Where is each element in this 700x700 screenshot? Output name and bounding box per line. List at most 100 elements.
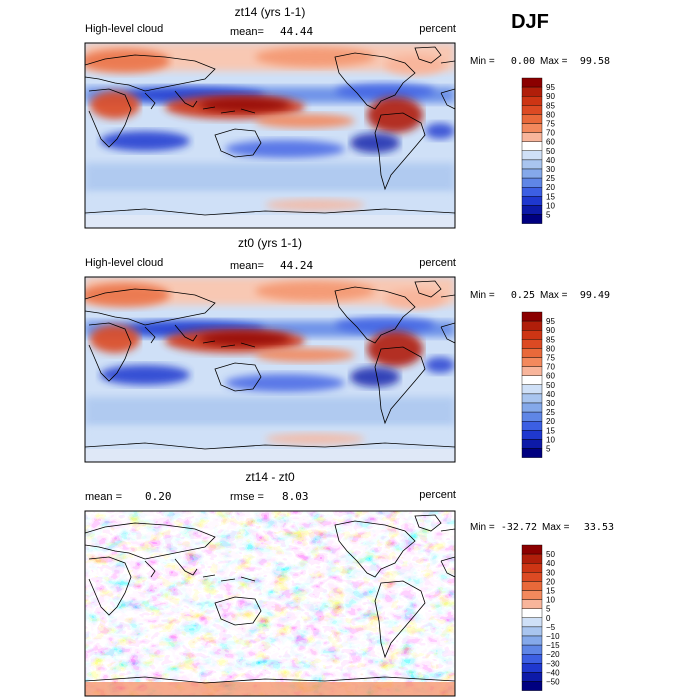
- panel-3-min-value: -32.72: [501, 522, 537, 533]
- panel-1-title: zt14 (yrs 1-1): [235, 5, 306, 19]
- colorbar-swatch: [521, 572, 543, 582]
- colorbar-swatch: [521, 114, 543, 124]
- colorbar-tick-label: 10: [546, 201, 555, 210]
- colorbar-tick-label: 90: [546, 92, 555, 101]
- panel-1-map: [85, 43, 455, 228]
- colorbar-tick-label: 40: [546, 559, 555, 568]
- colorbar-tick-label: 60: [546, 372, 555, 381]
- colorbar-tick-label: 15: [546, 426, 555, 435]
- season-label: DJF: [511, 11, 549, 33]
- colorbar-swatch: [521, 95, 543, 106]
- panel-3-mean-label: mean =: [85, 491, 122, 503]
- colorbar-swatch: [521, 384, 543, 395]
- colorbar-tick-label: 70: [546, 129, 555, 138]
- colorbar-tick-label: 0: [546, 614, 551, 623]
- colorbar-tick-label: −20: [546, 650, 560, 659]
- panel-3-min-label: Min =: [470, 522, 495, 533]
- colorbar-swatch: [521, 311, 543, 322]
- colorbar-tick-label: 30: [546, 399, 555, 408]
- panel-2-field: High-level cloud: [85, 257, 163, 269]
- panel-3-units: percent: [419, 489, 456, 501]
- colorbar-tick-label: 70: [546, 363, 555, 372]
- colorbar-tick-label: 5: [546, 211, 551, 220]
- colorbar-tick-label: 20: [546, 417, 555, 426]
- panel-1-mean-value: 44.44: [280, 25, 313, 38]
- colorbar-swatch: [521, 448, 543, 458]
- colorbar-swatch: [521, 635, 543, 646]
- colorbar-swatch: [521, 375, 543, 386]
- colorbar-swatch: [521, 123, 543, 133]
- colorbar-tick-label: −15: [546, 641, 560, 650]
- colorbar-swatch: [521, 105, 543, 115]
- colorbar-swatch: [521, 196, 543, 206]
- colorbar-swatch: [521, 320, 543, 331]
- colorbar-tick-label: −40: [546, 668, 560, 677]
- colorbar-tick-label: 75: [546, 120, 555, 129]
- colorbar-tick-label: 30: [546, 568, 555, 577]
- colorbar-tick-label: 5: [546, 605, 551, 614]
- colorbar-swatch: [521, 77, 543, 88]
- colorbar-swatch: [521, 553, 543, 564]
- colorbar-swatch: [521, 544, 543, 555]
- panel-1-max-label: Max =: [540, 56, 568, 67]
- panel-2-title: zt0 (yrs 1-1): [238, 236, 302, 250]
- colorbar-tick-label: 85: [546, 335, 555, 344]
- colorbar-tick-label: 50: [546, 550, 555, 559]
- colorbar-tick-label: 90: [546, 326, 555, 335]
- colorbar-swatch: [521, 150, 543, 161]
- colorbar-tick-label: 10: [546, 596, 555, 605]
- colorbar-tick-label: 25: [546, 408, 555, 417]
- panel-3-max-value: 33.53: [584, 522, 614, 533]
- panel-3-mean-value: 0.20: [145, 490, 172, 503]
- colorbar-swatch: [521, 132, 543, 142]
- colorbar-swatch: [521, 599, 543, 609]
- colorbar-tick-label: 20: [546, 183, 555, 192]
- colorbar-swatch: [521, 357, 543, 367]
- colorbar-swatch: [521, 214, 543, 224]
- panel-3: zt14 - zt0 mean = 0.20 rmse = 8.03 perce…: [84, 470, 614, 697]
- panel-3-rmse-label: rmse =: [230, 491, 264, 503]
- colorbar-tick-label: 30: [546, 165, 555, 174]
- panel-2-min-value: 0.25: [511, 290, 535, 301]
- colorbar-swatch: [521, 617, 543, 628]
- colorbar-swatch: [521, 168, 543, 179]
- colorbar-tick-label: 95: [546, 317, 555, 326]
- colorbar-swatch: [521, 672, 543, 682]
- panel-3-map: [85, 511, 455, 696]
- colorbar-tick-label: 40: [546, 156, 555, 165]
- panel-2-min-label: Min =: [470, 290, 495, 301]
- colorbar-swatch: [521, 186, 543, 197]
- colorbar-swatch: [521, 348, 543, 358]
- colorbar-swatch: [521, 366, 543, 376]
- panel-1-units: percent: [419, 23, 456, 35]
- panel-1-max-value: 99.58: [580, 56, 610, 67]
- panel-2-mean-value: 44.24: [280, 259, 313, 272]
- colorbar-tick-label: 95: [546, 83, 555, 92]
- colorbar-tick-label: 20: [546, 577, 555, 586]
- panel-1-field: High-level cloud: [85, 23, 163, 35]
- colorbar-swatch: [521, 581, 543, 591]
- panel-1-frame: [84, 42, 456, 229]
- panel-1: zt14 (yrs 1-1) High-level cloud mean= 44…: [84, 5, 610, 229]
- colorbar-swatch: [521, 430, 543, 440]
- panel-3-max-label: Max =: [542, 522, 570, 533]
- panel-2-max-value: 99.49: [580, 290, 610, 301]
- colorbar-tick-label: −10: [546, 632, 560, 641]
- colorbar-swatch: [521, 663, 543, 673]
- panel-3-title: zt14 - zt0: [245, 470, 295, 484]
- colorbar-swatch: [521, 421, 543, 431]
- colorbar-tick-label: 85: [546, 101, 555, 110]
- panel-3-frame: [84, 510, 456, 697]
- colorbar-swatch: [521, 590, 543, 600]
- colorbar-tick-label: 80: [546, 344, 555, 353]
- colorbar-tick-label: 50: [546, 147, 555, 156]
- panel-1-min-value: 0.00: [511, 56, 535, 67]
- colorbar-swatch: [521, 205, 543, 215]
- colorbar-swatch: [521, 141, 543, 151]
- colorbar-tick-label: 60: [546, 138, 555, 147]
- panel-3-rmse-value: 8.03: [282, 490, 309, 503]
- colorbar-tick-label: 5: [546, 445, 551, 454]
